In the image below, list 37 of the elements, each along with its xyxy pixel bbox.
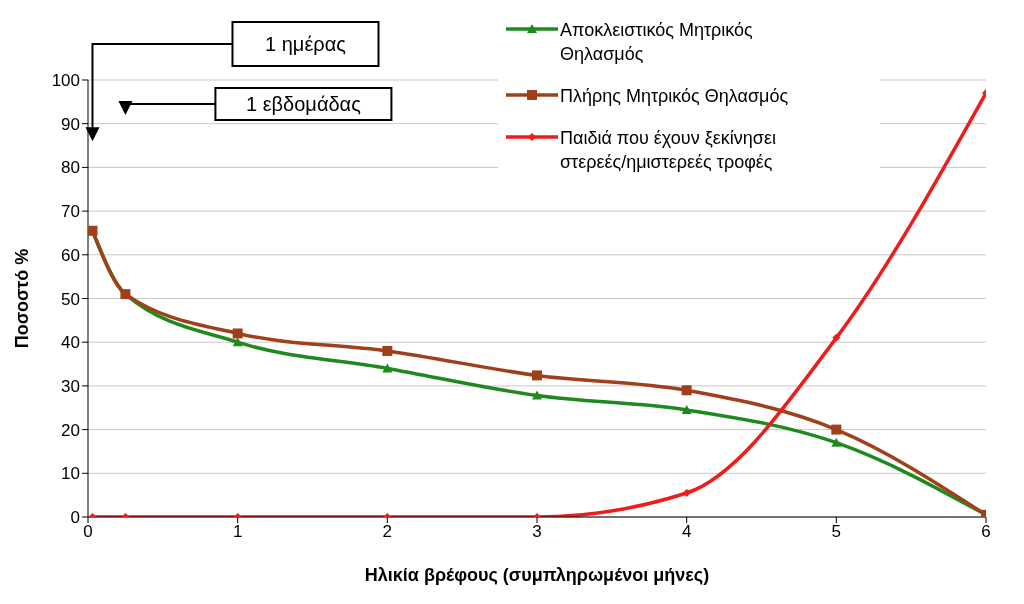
point [382,363,393,373]
point [831,424,842,435]
point [681,385,692,396]
point [232,337,243,347]
x-tick-label: 0 [83,522,93,542]
y-tick-label: 70 [61,202,80,222]
legend-label: Αποκλειστικός Μητρικός Θηλασμός [560,19,754,66]
point [382,345,393,356]
x-tick-label: 4 [681,522,692,542]
y-tick-label: 0 [70,508,80,528]
y-tick-label: 100 [51,71,80,91]
y-tick-label: 20 [61,420,80,440]
x-tick-label: 5 [831,522,842,542]
y-tick-label: 30 [61,376,80,396]
point [532,370,542,381]
point [532,390,542,400]
point [681,404,692,414]
point [682,488,691,497]
y-tick-label: 40 [61,333,80,353]
x-axis-title: Ηλικία βρέφους (συμπληρωμένοι μήνες) [364,565,710,585]
point [832,333,841,342]
y-tick-label: 80 [61,158,80,178]
x-tick-label: 2 [382,522,393,542]
y-axis-title: Ποσοστό % [12,248,33,349]
y-tick-label: 50 [61,289,80,309]
point [232,328,243,339]
text: 1 ημέρας [265,33,347,55]
x-tick-label: 3 [532,522,542,542]
x-tick-label: 6 [981,522,991,542]
y-tick-label: 90 [61,114,80,134]
legend-label: Πλήρης Μητρικός Θηλασμός [560,85,790,108]
annotation: 1 εβδομάδας [246,93,362,115]
y-tick-label: 10 [61,464,80,484]
point [831,437,842,447]
x-tick-label: 1 [232,522,243,542]
y-tick-label: 60 [61,245,80,265]
legend-label: Παιδιά που έχουν ξεκίνησει στερεές/ημιστερεές τροφές [560,127,777,174]
